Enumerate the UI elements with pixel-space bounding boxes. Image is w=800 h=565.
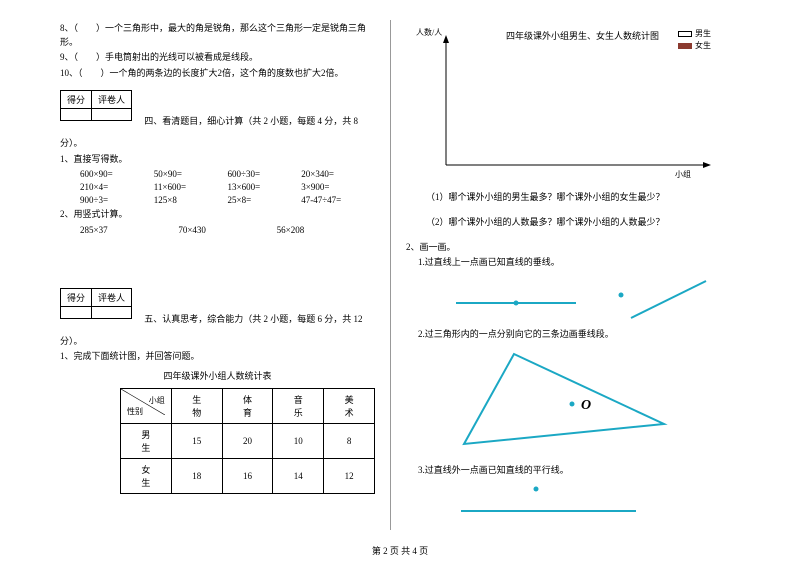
judge-q8: 8、（ ）一个三角形中，最大的角是锐角，那么这个三角形一定是锐角三角形。 — [60, 22, 375, 49]
col-head: 美术 — [324, 388, 375, 423]
point-o-label: O — [581, 398, 591, 413]
calc: 11×600= — [154, 182, 228, 192]
calc: 20×340= — [301, 169, 375, 179]
s4-p1: 1、直接写得数。 — [60, 153, 375, 167]
calc: 50×90= — [154, 169, 228, 179]
draw2-svg: O — [406, 344, 721, 461]
cell: 8 — [324, 423, 375, 458]
score-label: 得分 — [61, 288, 92, 306]
score-cell — [61, 109, 92, 121]
cell: 16 — [222, 458, 273, 493]
chart-q1: （1）哪个课外小组的男生最多？哪个课外小组的女生最少？ — [426, 190, 721, 203]
calc: 25×8= — [228, 195, 302, 205]
calc-row-2: 210×4= 11×600= 13×600= 3×900= — [80, 182, 375, 192]
chart-q2: （2）哪个课外小组的人数最多？哪个课外小组的人数最少？ — [426, 215, 721, 228]
section4-title: 四、看清题目，细心计算（共 2 小题，每题 4 分，共 8 — [144, 116, 358, 126]
page-footer: 第 2 页 共 4 页 — [0, 544, 800, 557]
col-head: 音乐 — [273, 388, 324, 423]
calc: 600÷30= — [228, 169, 302, 179]
score-box-5: 得分评卷人 — [60, 288, 132, 319]
section5-title: 五、认真思考，综合能力（共 2 小题，每题 6 分，共 12 — [144, 314, 362, 324]
right-column: 人数/人 四年级课外小组男生、女生人数统计图 男生 女生 小组 （1）哪个课外小… — [391, 20, 721, 535]
s5-p1: 1、完成下面统计图，并回答问题。 — [60, 350, 375, 364]
grader-label: 评卷人 — [92, 91, 132, 109]
col-head: 体育 — [222, 388, 273, 423]
row-label: 男生 — [121, 423, 172, 458]
stat-table-title: 四年级课外小组人数统计表 — [60, 369, 375, 382]
judge-q9: 9、（ ）手电筒射出的光线可以被看成是线段。 — [60, 51, 375, 65]
judge-q10: 10、（ ）一个角的两条边的长度扩大2倍，这个角的度数也扩大2倍。 — [60, 67, 375, 81]
draw-d1: 1.过直线上一点画已知直线的垂线。 — [418, 256, 721, 270]
cell: 15 — [171, 423, 222, 458]
diag-cell: 小组 性别 — [121, 388, 172, 423]
draw-d2: 2.过三角形内的一点分别向它的三条边画垂线段。 — [418, 328, 721, 342]
s4-p2: 2、用竖式计算。 — [60, 208, 375, 222]
calc: 900÷3= — [80, 195, 154, 205]
row-label: 女生 — [121, 458, 172, 493]
calc-row-3: 900÷3= 125×8 25×8= 47-47÷47= — [80, 195, 375, 205]
cell: 18 — [171, 458, 222, 493]
chart-area: 人数/人 四年级课外小组男生、女生人数统计图 男生 女生 小组 — [416, 25, 721, 180]
draw3-svg — [406, 481, 721, 523]
calc: 47-47÷47= — [301, 195, 375, 205]
cell: 20 — [222, 423, 273, 458]
section5-title2: 分）。 — [60, 335, 375, 349]
calc: 125×8 — [154, 195, 228, 205]
section4-title2: 分）。 — [60, 137, 375, 151]
calc: 3×900= — [301, 182, 375, 192]
calc: 56×208 — [277, 225, 375, 235]
calc-row-4: 285×37 70×430 56×208 — [80, 225, 375, 235]
grader-label: 评卷人 — [92, 288, 132, 306]
draw-d3: 3.过直线外一点画已知直线的平行线。 — [418, 464, 721, 478]
calc: 285×37 — [80, 225, 178, 235]
cell: 12 — [324, 458, 375, 493]
stat-table: 小组 性别 生物 体育 音乐 美术 男生 15 20 10 8 女生 18 16… — [120, 388, 375, 494]
grader-cell — [92, 306, 132, 318]
cell: 10 — [273, 423, 324, 458]
chart-axes — [426, 35, 726, 180]
grader-cell — [92, 109, 132, 121]
left-column: 8、（ ）一个三角形中，最大的角是锐角，那么这个三角形一定是锐角三角形。 9、（… — [60, 20, 390, 535]
col-head: 生物 — [171, 388, 222, 423]
draw-head: 2、画一画。 — [406, 240, 721, 253]
calc-row-1: 600×90= 50×90= 600÷30= 20×340= — [80, 169, 375, 179]
chart-xlabel: 小组 — [675, 169, 691, 180]
calc: 13×600= — [228, 182, 302, 192]
calc: 70×430 — [178, 225, 276, 235]
calc: 600×90= — [80, 169, 154, 179]
score-label: 得分 — [61, 91, 92, 109]
draw1-svg — [406, 273, 721, 325]
score-cell — [61, 306, 92, 318]
calc: 210×4= — [80, 182, 154, 192]
score-box-4: 得分评卷人 — [60, 90, 132, 121]
cell: 14 — [273, 458, 324, 493]
